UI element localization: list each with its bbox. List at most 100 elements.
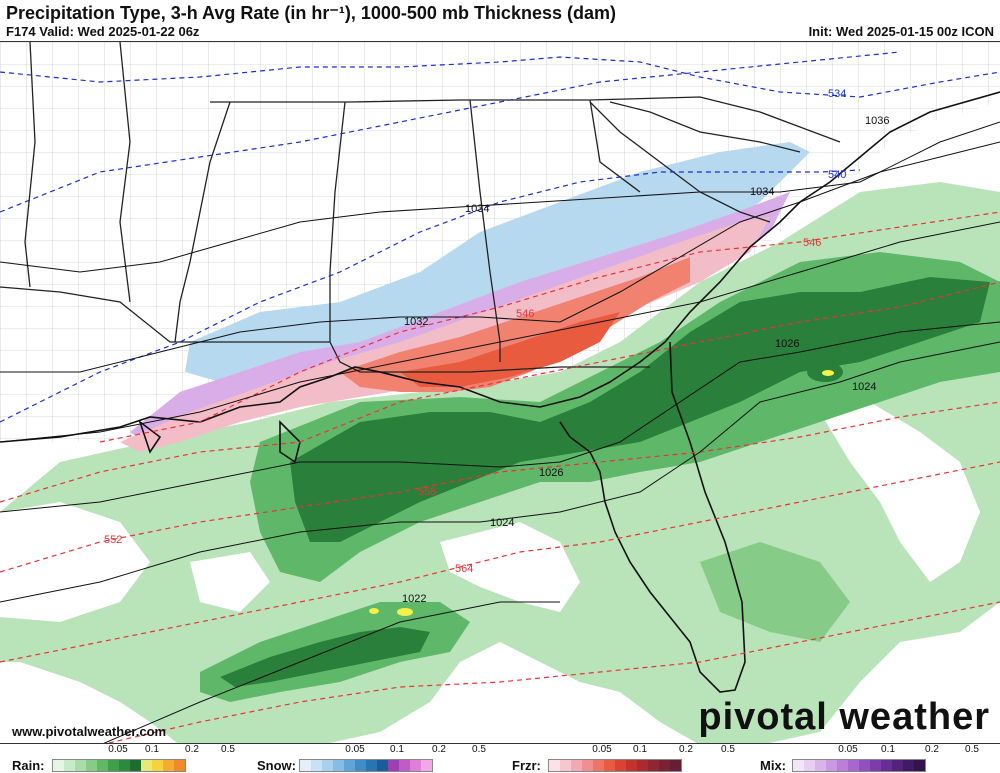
legend-swatch xyxy=(881,760,892,771)
frzr-heavy-region xyxy=(340,257,690,392)
legend-swatch xyxy=(130,760,141,771)
legend-swatch xyxy=(793,760,804,771)
legend-swatch xyxy=(549,760,560,771)
pressure-label: 1032 xyxy=(404,316,428,328)
legend-swatch xyxy=(366,760,377,771)
tick-label: 0.2 xyxy=(185,744,199,755)
legend-snow-bar xyxy=(299,759,433,772)
legend-swatch xyxy=(75,760,86,771)
legend-swatch xyxy=(355,760,366,771)
legend-swatch xyxy=(637,760,648,771)
legend-swatch xyxy=(388,760,399,771)
legend-swatch xyxy=(119,760,130,771)
legend-swatch xyxy=(903,760,914,771)
legend-swatch xyxy=(300,760,311,771)
legend-swatch xyxy=(322,760,333,771)
legend-frzr-bar xyxy=(548,759,682,772)
tick-label: 0.5 xyxy=(965,744,979,755)
init-time: Init: Wed 2025-01-15 00z ICON xyxy=(808,24,994,39)
legend-swatch xyxy=(870,760,881,771)
pressure-label: 1026 xyxy=(539,467,563,479)
tick-label: 0.2 xyxy=(925,744,939,755)
legend-swatch xyxy=(152,760,163,771)
precip-legend: Rain: 0.05 0.1 0.2 0.5 Snow: 0.05 0.1 0.… xyxy=(0,744,1000,773)
legend-swatch xyxy=(604,760,615,771)
rain-heavy-region xyxy=(220,277,990,687)
tick-label: 0.05 xyxy=(345,744,365,755)
legend-swatch xyxy=(826,760,837,771)
tick-label: 0.2 xyxy=(679,744,693,755)
thickness-label: 540 xyxy=(828,169,846,181)
legend-swatch xyxy=(859,760,870,771)
legend-swatch xyxy=(53,760,64,771)
tick-label: 0.5 xyxy=(221,744,235,755)
thickness-label: 564 xyxy=(455,563,473,575)
legend-swatch xyxy=(593,760,604,771)
legend-swatch xyxy=(626,760,637,771)
legend-swatch xyxy=(804,760,815,771)
tick-label: 0.05 xyxy=(592,744,612,755)
thickness-labels: 534 540 546 546 552 558 564 xyxy=(104,88,846,575)
legend-swatch xyxy=(64,760,75,771)
legend-swatch xyxy=(333,760,344,771)
legend-swatch xyxy=(670,760,681,771)
legend-swatch xyxy=(163,760,174,771)
legend-swatch xyxy=(571,760,582,771)
tick-label: 0.2 xyxy=(432,744,446,755)
legend-swatch xyxy=(815,760,826,771)
legend-swatch xyxy=(399,760,410,771)
weather-map: 534 540 546 546 552 558 564 1036 1034 10… xyxy=(0,41,1000,744)
pressure-label: 1024 xyxy=(490,517,514,529)
snow-region xyxy=(185,142,810,382)
tick-label: 0.1 xyxy=(390,744,404,755)
map-canvas: 534 540 546 546 552 558 564 1036 1034 10… xyxy=(0,42,1000,743)
frzr-light-region xyxy=(120,217,770,452)
tick-label: 0.05 xyxy=(838,744,858,755)
tick-label: 0.5 xyxy=(472,744,486,755)
pressure-label: 1026 xyxy=(775,338,799,350)
legend-swatch xyxy=(837,760,848,771)
legend-swatch xyxy=(344,760,355,771)
legend-mix-bar xyxy=(792,759,926,772)
map-header: Precipitation Type, 3-h Avg Rate (in hr⁻… xyxy=(0,0,1000,40)
thickness-label: 552 xyxy=(104,534,122,546)
thickness-label: 534 xyxy=(828,88,846,100)
legend-swatch xyxy=(615,760,626,771)
legend-swatch xyxy=(97,760,108,771)
legend-swatch xyxy=(892,760,903,771)
legend-swatch xyxy=(421,760,432,771)
legend-rain-label: Rain: xyxy=(12,758,45,773)
thickness-label: 558 xyxy=(418,486,436,498)
legend-swatch xyxy=(377,760,388,771)
legend-swatch xyxy=(648,760,659,771)
thickness-label: 546 xyxy=(803,237,821,249)
coastline xyxy=(0,91,1000,693)
legend-rain-bar xyxy=(52,759,186,772)
legend-mix-label: Mix: xyxy=(760,758,786,773)
legend-swatch xyxy=(174,760,185,771)
legend-swatch xyxy=(86,760,97,771)
legend-swatch xyxy=(410,760,421,771)
pressure-labels: 1036 1034 1034 1032 1026 1024 1026 1024 … xyxy=(402,115,889,605)
website-url: www.pivotalweather.com xyxy=(12,724,167,739)
pressure-label: 1034 xyxy=(465,203,489,215)
legend-swatch xyxy=(311,760,322,771)
thickness-cold-contours xyxy=(0,51,1000,423)
map-title: Precipitation Type, 3-h Avg Rate (in hr⁻… xyxy=(6,3,616,23)
legend-swatch xyxy=(848,760,859,771)
dry-gaps xyxy=(0,402,980,622)
legend-swatch xyxy=(659,760,670,771)
pressure-label: 1024 xyxy=(852,381,876,393)
tick-label: 0.1 xyxy=(145,744,159,755)
legend-snow-label: Snow: xyxy=(257,758,296,773)
tick-label: 0.5 xyxy=(721,744,735,755)
brand-logo: pivotal weather xyxy=(698,696,990,738)
pressure-label: 1034 xyxy=(750,186,774,198)
valid-time: F174 Valid: Wed 2025-01-22 06z xyxy=(6,24,200,39)
legend-swatch xyxy=(560,760,571,771)
state-borders xyxy=(0,42,841,373)
legend-frzr-label: Frzr: xyxy=(512,758,541,773)
thickness-label: 546 xyxy=(516,308,534,320)
pressure-label: 1036 xyxy=(865,115,889,127)
rain-extreme-spots xyxy=(369,370,834,616)
